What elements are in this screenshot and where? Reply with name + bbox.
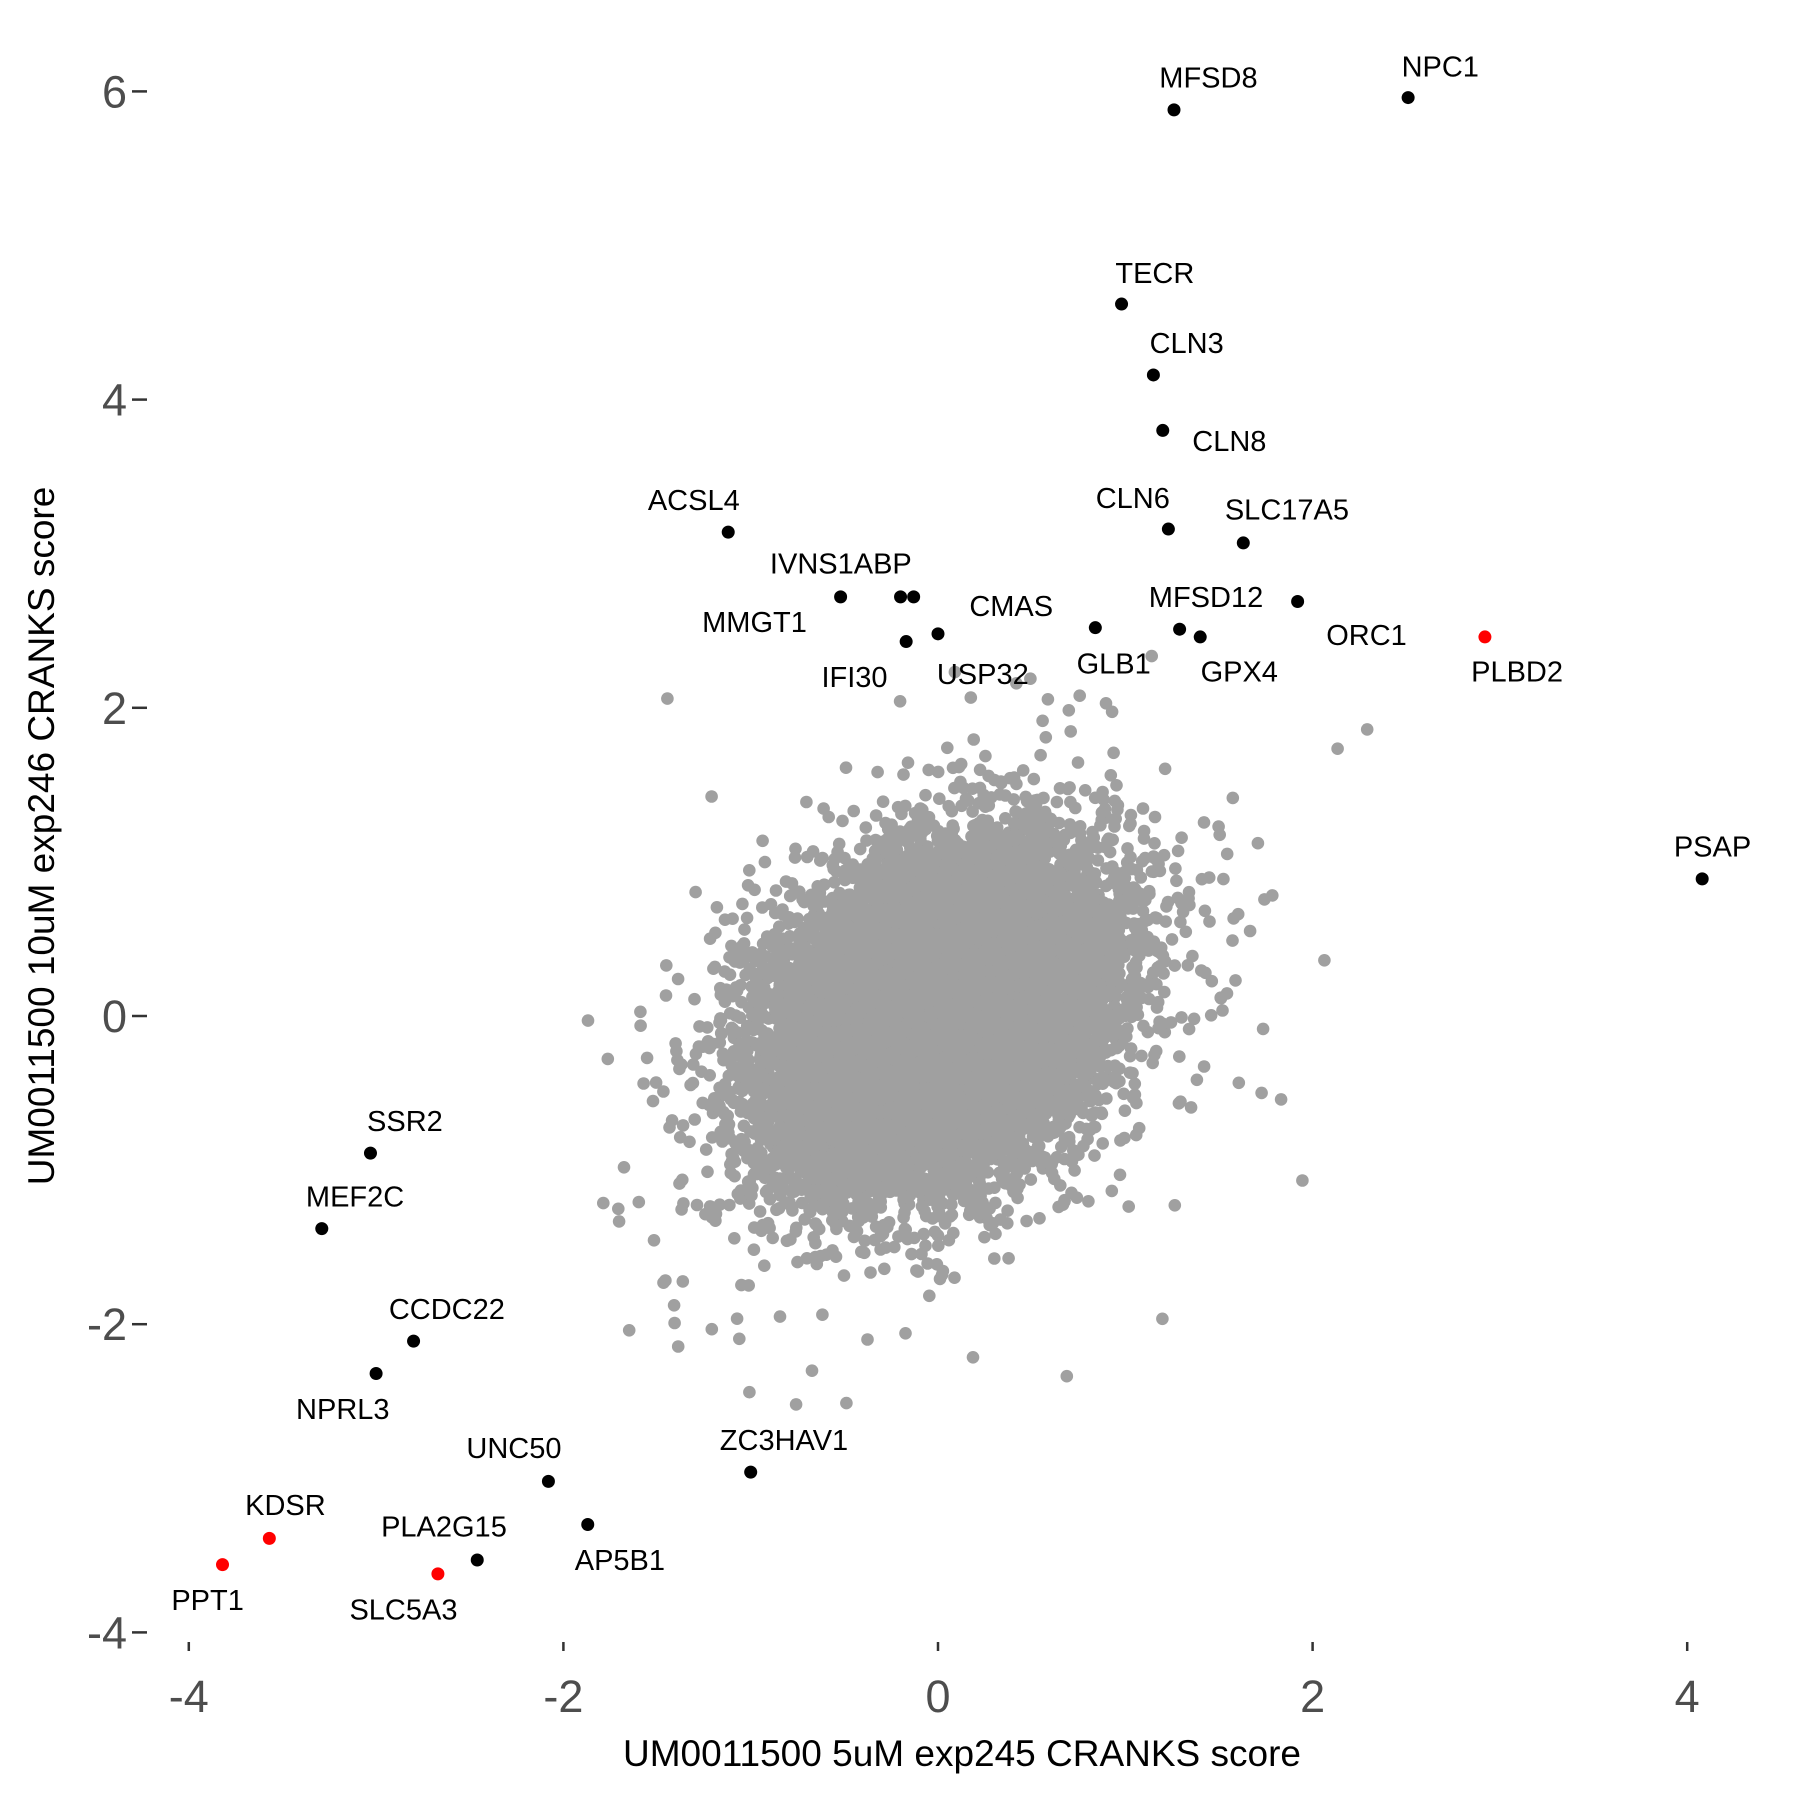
background-point (660, 959, 673, 972)
background-point (1168, 959, 1181, 972)
background-point (1007, 793, 1020, 806)
background-point (1232, 1076, 1246, 1090)
background-point (1175, 1011, 1188, 1024)
background-point (1197, 1060, 1211, 1073)
background-point (1034, 748, 1047, 762)
background-point (805, 1364, 819, 1377)
background-point (1033, 1212, 1046, 1225)
background-point (747, 1243, 761, 1256)
background-point (800, 795, 813, 809)
background-point (1010, 677, 1023, 690)
background-point (1229, 974, 1242, 987)
background-point (758, 855, 772, 869)
background-point (705, 1322, 719, 1336)
background-point (933, 792, 946, 805)
background-point (1179, 925, 1193, 939)
background-point (966, 1351, 980, 1364)
background-point (733, 1332, 746, 1346)
background-point (689, 1047, 703, 1061)
background-point (1104, 769, 1118, 782)
background-point (1198, 904, 1212, 918)
background-point (1171, 844, 1185, 858)
background-point (1190, 1073, 1204, 1087)
background-point (1148, 837, 1161, 850)
background-point (1136, 802, 1150, 815)
background-point (597, 1196, 610, 1210)
background-point (1024, 672, 1037, 685)
background-point (964, 691, 978, 704)
background-point (839, 761, 853, 774)
background-point (1226, 791, 1240, 805)
background-point (1182, 1022, 1196, 1036)
background-point (836, 814, 849, 828)
background-point (1001, 1204, 1014, 1217)
background-point (1071, 756, 1085, 769)
background-point (671, 972, 685, 986)
background-point (1020, 1214, 1033, 1228)
background-point (795, 1196, 809, 1210)
background-point (921, 1257, 934, 1270)
background-points (581, 649, 1374, 1411)
background-point (693, 1020, 706, 1033)
background-point (1216, 1004, 1229, 1017)
background-point (869, 809, 883, 822)
background-point (931, 765, 945, 779)
background-point (661, 692, 674, 705)
background-point (948, 665, 962, 679)
background-point (864, 1266, 877, 1279)
background-point (1195, 872, 1209, 886)
background-point (878, 1262, 891, 1276)
background-point (710, 901, 724, 914)
background-point (1082, 1195, 1095, 1208)
background-point (1158, 985, 1171, 999)
background-point (1041, 693, 1055, 706)
background-point (1002, 1252, 1015, 1265)
background-point (617, 1161, 631, 1174)
background-point (634, 1005, 647, 1019)
background-point (897, 768, 910, 781)
background-point (632, 1195, 646, 1209)
background-point (1174, 915, 1187, 929)
background-point (840, 1396, 853, 1410)
background-point (1158, 762, 1172, 776)
background-point (1124, 1042, 1138, 1055)
background-point (1360, 723, 1374, 736)
